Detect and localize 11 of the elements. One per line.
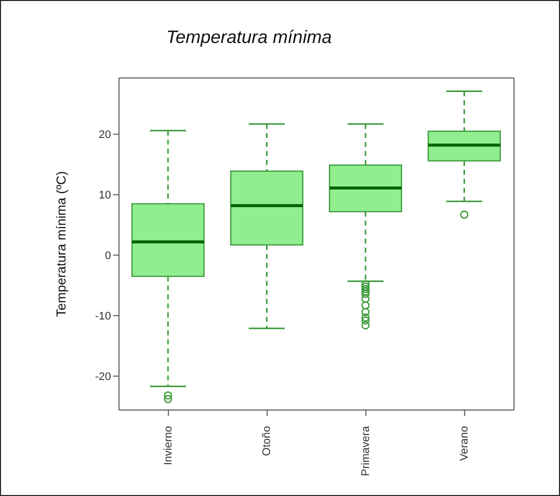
y-tick-label: 0 xyxy=(104,250,111,262)
x-tick-label: Primavera xyxy=(360,425,372,476)
x-tick-label: Invierno xyxy=(162,426,174,466)
y-axis-title: Temperatura mínima (ºC) xyxy=(54,171,69,317)
chart-title: Temperatura mínima xyxy=(165,27,333,48)
x-tick-label: Verano xyxy=(458,426,471,461)
y-tick-label: -20 xyxy=(95,371,111,384)
y-tick-label: -10 xyxy=(95,310,111,323)
x-tick-label: Otoño xyxy=(261,426,274,456)
y-tick-label: 10 xyxy=(98,190,111,202)
y-tick-label: 20 xyxy=(98,129,111,142)
